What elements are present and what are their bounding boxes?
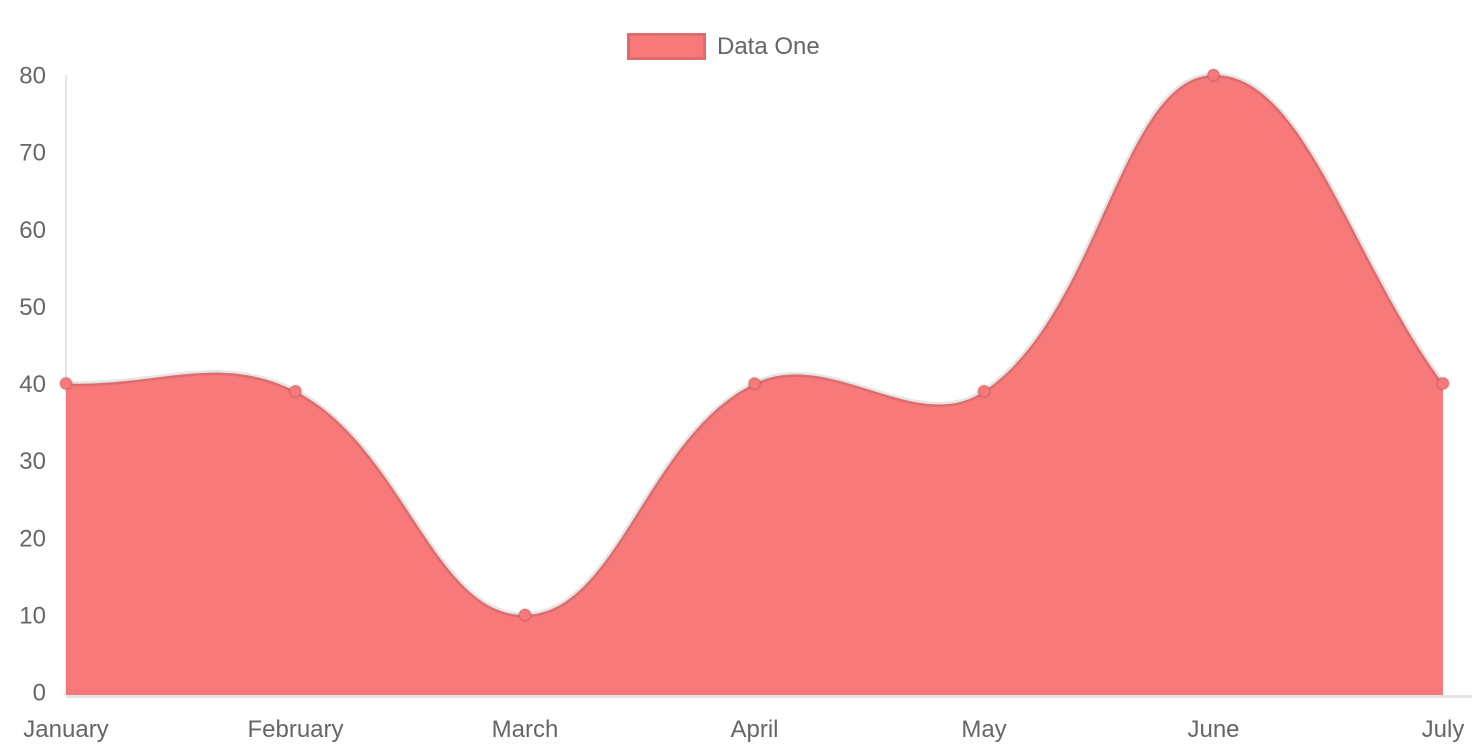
y-tick-label: 10	[19, 602, 46, 629]
data-point-march[interactable]	[518, 607, 532, 622]
data-point-july[interactable]	[1436, 376, 1450, 391]
x-tick-label-february: February	[247, 716, 343, 743]
x-tick-label-january: January	[23, 716, 108, 743]
x-tick-label-july: July	[1422, 716, 1465, 743]
x-tick-label-april: April	[730, 716, 778, 743]
legend-item-data-one[interactable]: Data One	[627, 33, 820, 60]
y-tick-label: 40	[19, 371, 46, 398]
line-path	[65, 72, 1446, 618]
data-point-january[interactable]	[59, 376, 73, 391]
legend-label: Data One	[717, 33, 820, 60]
y-tick-label: 20	[19, 525, 46, 552]
data-point-february[interactable]	[288, 384, 303, 399]
x-tick-label-march: March	[492, 716, 559, 743]
data-point-may[interactable]	[977, 384, 991, 399]
y-tick-label: 60	[19, 217, 46, 244]
y-tick-label: 50	[19, 294, 46, 321]
y-tick-label: 70	[19, 140, 46, 167]
y-tick-label: 30	[19, 448, 46, 475]
data-point-april[interactable]	[747, 376, 762, 391]
x-tick-label-may: May	[961, 716, 1006, 743]
x-tick-label-june: June	[1187, 716, 1239, 743]
data-point-june[interactable]	[1206, 68, 1221, 82]
legend-swatch	[627, 33, 706, 60]
y-tick-label: 80	[19, 63, 46, 90]
y-tick-label: 0	[33, 680, 46, 707]
